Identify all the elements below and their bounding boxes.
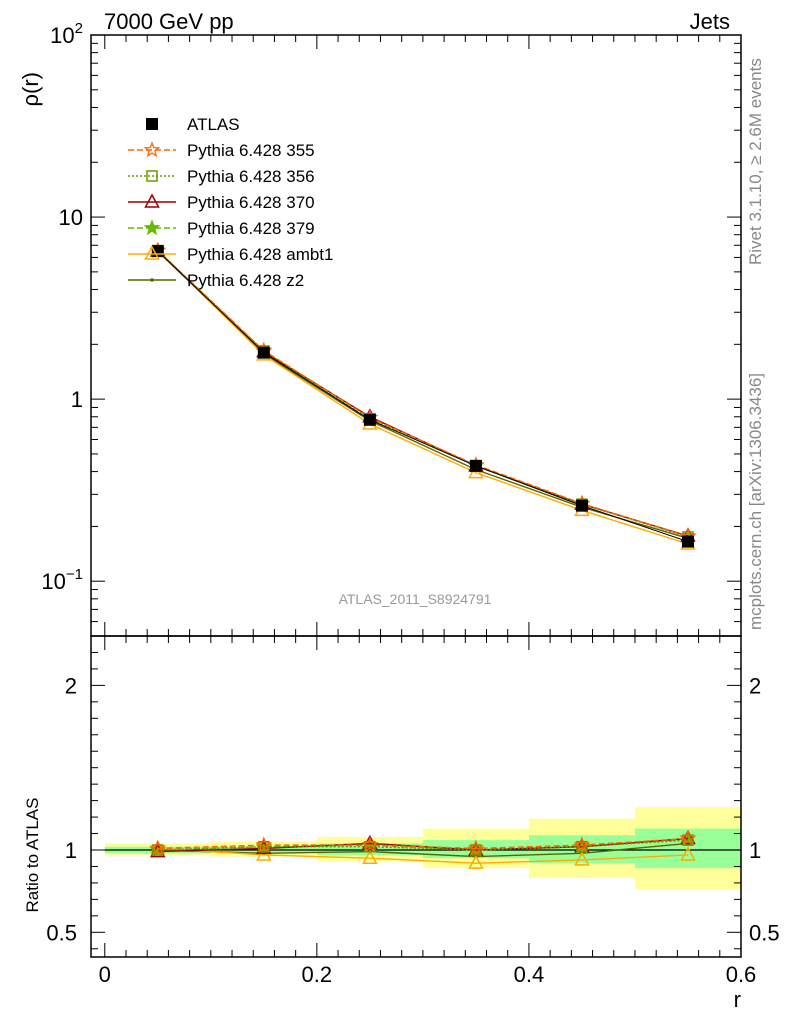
ratio-point-ambt1 [468,854,484,869]
legend-label-p379: Pythia 6.428 379 [187,219,315,238]
main-y-tick-label: 10 [59,205,83,230]
ratio-point-p355 [149,839,167,856]
legend-item-p356: Pythia 6.428 356 [128,167,315,186]
series-line-z2 [157,250,689,539]
ratio-point-p356 [470,844,482,856]
main-y-tick-label: 1 [71,387,83,412]
series-line-p356 [157,249,689,538]
legend-item-atlas: ATLAS [146,115,240,134]
x-tick-label: 0.6 [726,962,757,987]
ratio-y-tick-label-right: 1 [749,838,761,863]
ratio-point-p355 [255,836,273,853]
legend-marker-z2 [150,278,154,282]
series-line-ambt1 [157,250,689,545]
ratio-series-p355 [149,829,697,856]
legend: ATLAS Pythia 6.428 355 Pythia 6.428 356 Pyt… [128,115,333,290]
legend-item-p379: Pythia 6.428 379 [128,219,315,238]
series-atlas [151,245,694,548]
series-z2 [156,249,690,541]
legend-label-p355: Pythia 6.428 355 [187,141,315,160]
legend-marker-ambt1 [144,245,160,260]
legend-item-p355: Pythia 6.428 355 [128,141,315,160]
legend-marker-p370 [144,193,160,208]
series-line-atlas [157,250,689,543]
side-label-rivet: Rivet 3.1.10, ≥ 2.6M events [746,58,765,265]
header-right-label: Jets [690,9,730,34]
series-line-p370 [157,250,689,537]
legend-marker-p355 [143,141,161,158]
ratio-panel: 0.5 0.5 1 1 2 2 0 0.2 0.4 0.6 [46,635,780,987]
ratio-point-ambt1 [574,851,590,866]
ratio-line-z2 [157,842,689,858]
ratio-y-tick-label-left: 2 [65,673,77,698]
legend-label-p356: Pythia 6.428 356 [187,167,315,186]
x-tick-label: 0.4 [514,962,545,987]
ratio-point-p355 [573,836,591,853]
main-y-tick-label: 10−1 [41,566,83,594]
main-y-axis-label: ρ(r) [18,72,43,107]
legend-label-z2: Pythia 6.428 z2 [187,271,304,290]
data-point-atlas [575,499,588,512]
x-tick-label: 0 [99,962,111,987]
legend-item-p370: Pythia 6.428 370 [128,193,315,212]
x-tick-label: 0.2 [302,962,333,987]
ratio-point-p355 [361,836,379,853]
data-point-atlas [363,413,376,426]
legend-item-z2: Pythia 6.428 z2 [128,271,304,290]
data-point-atlas [257,346,270,359]
ratio-point-p356 [682,834,694,846]
series-line-p379 [157,249,689,537]
ratio-plot-frame [90,635,742,958]
ratio-line-ambt1 [157,847,689,864]
legend-marker-atlas [146,118,158,130]
ratio-point-p356 [152,844,164,856]
ratio-point-ambt1 [362,849,378,864]
series-line-p355 [157,249,689,538]
legend-item-ambt1: Pythia 6.428 ambt1 [128,245,333,264]
ratio-y-tick-label-right: 0.5 [749,920,780,945]
ratio-y-axis-label: Ratio to ATLAS [23,798,42,913]
ratio-series-p356 [152,834,694,856]
data-point-atlas [681,535,694,548]
band-stat-bin [316,843,423,855]
ratio-line-p355 [157,837,689,850]
x-axis-label: r [734,987,741,1012]
ratio-point-p355 [467,839,485,856]
ratio-point-p356 [258,840,270,853]
ratio-point-p356 [576,840,588,853]
ratio-y-tick-label-left: 0.5 [46,920,77,945]
header-left-label: 7000 GeV pp [104,9,234,34]
ratio-point-ambt1 [680,846,696,861]
ratio-point-p356 [364,840,376,853]
ratio-y-tick-label-left: 1 [65,838,77,863]
legend-label-ambt1: Pythia 6.428 ambt1 [187,245,333,264]
ratio-point-p355 [679,829,697,846]
legend-label-atlas: ATLAS [187,115,240,134]
ratio-point-p370 [680,829,696,845]
ratio-y-tick-label-right: 2 [749,673,761,698]
analysis-watermark: ATLAS_2011_S8924791 [339,591,492,607]
side-label-mcplots: mcplots.cern.ch [arXiv:1306.3436] [746,373,765,630]
legend-marker-p379 [143,219,161,236]
data-point-atlas [469,459,482,472]
legend-marker-p356 [146,170,158,182]
ratio-line-p356 [157,839,689,851]
main-panel: 10−1 1 10 102 [41,20,742,637]
main-y-tick-label: 102 [50,20,83,48]
legend-label-p370: Pythia 6.428 370 [187,193,315,212]
